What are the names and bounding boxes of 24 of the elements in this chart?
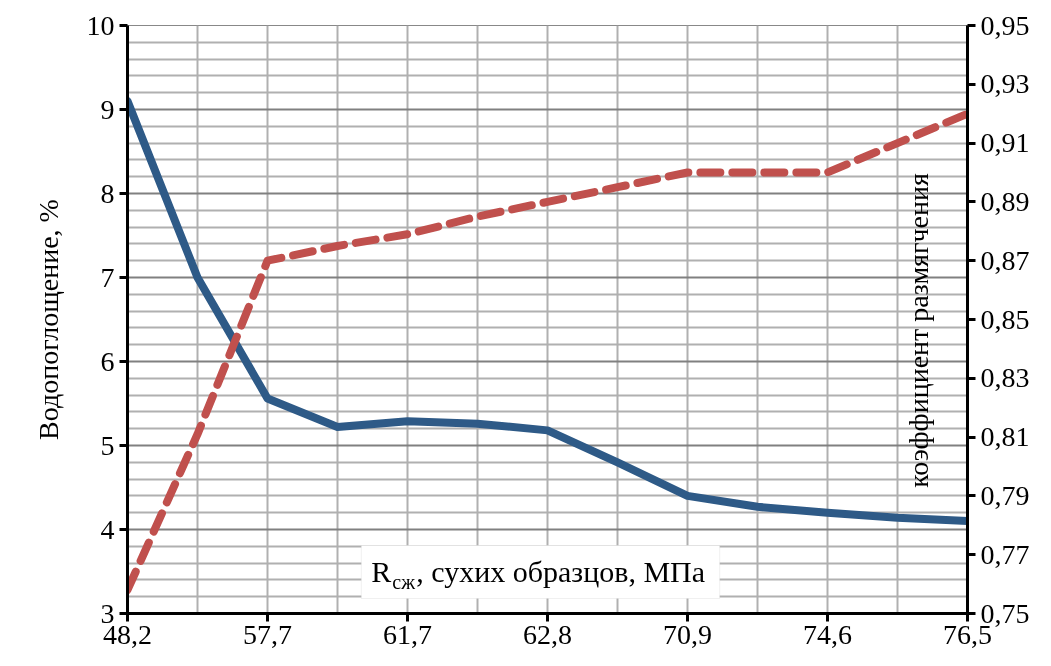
y-tick-label: 10 <box>86 9 115 41</box>
x-tick-label: 62,8 <box>523 618 572 650</box>
y-tick-label: 6 <box>100 345 115 377</box>
y2-tick-label: 0,83 <box>980 362 1030 394</box>
x-tick-label: 57,7 <box>243 618 292 650</box>
y2-tick-label: 0,85 <box>980 303 1030 335</box>
y2-tick-label: 0,93 <box>980 68 1030 100</box>
y-axis-title: Водопоглощение, % <box>32 199 64 440</box>
y2-axis-title: коэффициент размягчения <box>903 173 934 488</box>
y2-tick-label: 0,77 <box>980 538 1030 570</box>
x-tick-label: 70,9 <box>663 618 712 650</box>
y-tick-label: 4 <box>100 513 115 545</box>
y2-tick-label: 0,91 <box>980 127 1030 159</box>
y-tick-label: 5 <box>100 429 115 461</box>
x-tick-label: 74,6 <box>803 618 852 650</box>
y2-tick-label: 0,81 <box>980 421 1030 453</box>
y-tick-label: 9 <box>100 93 115 125</box>
y2-tick-label: 0,87 <box>980 244 1030 276</box>
x-tick-label: 61,7 <box>383 618 432 650</box>
y2-tick-label: 0,95 <box>980 9 1030 41</box>
y2-tick-label: 0,89 <box>980 185 1030 217</box>
y-tick-label: 8 <box>100 177 115 209</box>
y2-tick-label: 0,79 <box>980 479 1030 511</box>
y-tick-label: 7 <box>100 261 115 293</box>
